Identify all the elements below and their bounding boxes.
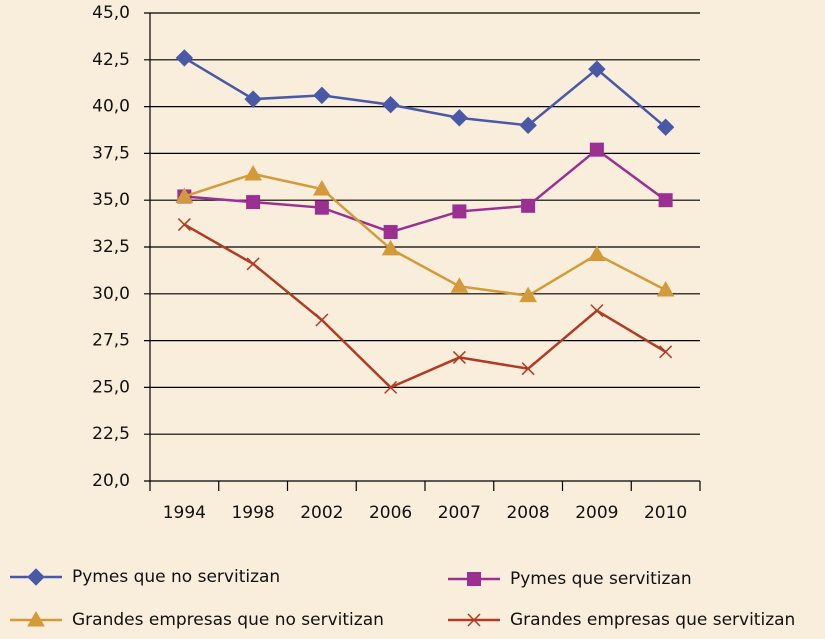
y-tick-label: 37,5: [92, 143, 130, 163]
legend-label: Grandes empresas que no servitizan: [72, 610, 384, 630]
marker: [589, 142, 604, 157]
marker: [519, 286, 537, 303]
marker: [656, 281, 675, 297]
marker: [450, 109, 469, 127]
y-tick-label: 27,5: [92, 331, 130, 351]
marker: [590, 304, 604, 318]
marker: [246, 195, 261, 210]
marker: [521, 362, 535, 376]
marker: [27, 568, 45, 586]
legend-label: Pymes que no servitizan: [72, 567, 280, 587]
marker: [467, 613, 481, 627]
marker: [519, 116, 537, 135]
marker: [656, 118, 675, 136]
marker: [381, 96, 400, 114]
series-line: [184, 148, 667, 234]
series-line: [183, 172, 667, 297]
x-tick-label: 1998: [231, 503, 274, 523]
x-tick-label: 1994: [163, 503, 206, 523]
marker: [467, 572, 481, 586]
marker: [27, 610, 45, 627]
x-tick-label: 2010: [644, 503, 687, 523]
marker: [175, 187, 194, 203]
marker: [315, 313, 329, 327]
marker: [244, 90, 262, 108]
marker: [313, 86, 331, 105]
y-tick-label: 25,0: [92, 377, 130, 397]
marker: [659, 345, 673, 359]
legend-label: Pymes que servitizan: [510, 569, 692, 589]
series-line: [183, 223, 667, 389]
y-tick-label: 35,0: [92, 190, 130, 210]
marker: [246, 257, 260, 271]
marker: [452, 204, 467, 219]
marker: [521, 198, 536, 213]
legend-label: Grandes empresas que servitizan: [510, 610, 795, 630]
marker: [244, 164, 262, 181]
marker: [384, 380, 398, 394]
marker: [177, 218, 191, 232]
x-tick-label: 2002: [300, 503, 343, 523]
marker: [381, 239, 400, 256]
y-tick-label: 32,5: [92, 237, 130, 257]
marker: [588, 60, 606, 78]
series-line: [183, 56, 667, 129]
y-tick-label: 45,0: [92, 3, 130, 23]
marker: [588, 245, 606, 261]
x-tick-label: 2009: [575, 503, 618, 523]
marker: [313, 179, 331, 196]
y-tick-label: 30,0: [92, 284, 130, 304]
x-tick-label: 2008: [506, 503, 549, 523]
marker: [658, 193, 673, 208]
x-tick-label: 2006: [369, 503, 412, 523]
marker: [314, 200, 329, 215]
y-tick-label: 42,5: [92, 50, 130, 70]
y-tick-label: 22,5: [92, 424, 130, 444]
marker: [450, 277, 469, 293]
x-tick-label: 2007: [438, 503, 481, 523]
y-tick-label: 40,0: [92, 97, 130, 117]
marker: [383, 225, 398, 240]
marker: [452, 350, 466, 364]
y-tick-label: 20,0: [92, 471, 130, 491]
marker: [175, 49, 194, 67]
